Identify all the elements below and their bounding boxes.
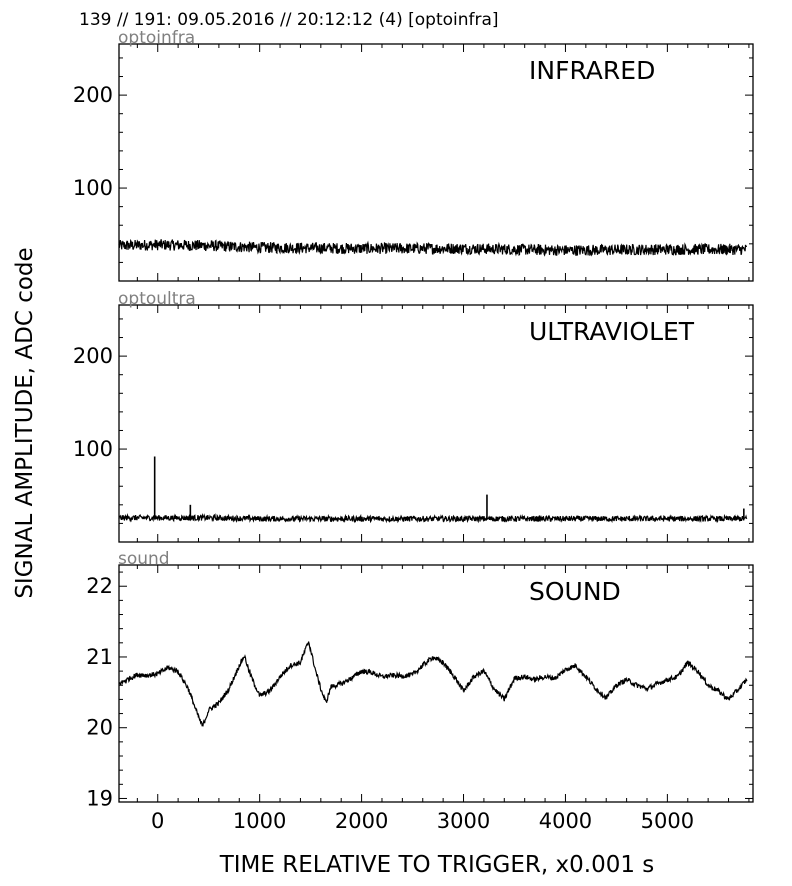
plot-frame <box>118 564 754 803</box>
x-axis-label: TIME RELATIVE TO TRIGGER, x0.001 s <box>219 852 655 878</box>
panel-sound: 19 20 21 22 0 1000 2000 3000 4000 5000 SOUND sound <box>86 549 754 833</box>
y-tick-label: 22 <box>86 574 113 598</box>
panels: 100200INFRAREDoptoinfra100200ULTRAVIOLET… <box>73 28 754 833</box>
x-tick-label: 2000 <box>335 809 388 833</box>
panel-title: SOUND <box>529 577 621 606</box>
y-tick-label: 21 <box>86 645 113 669</box>
plot-frame <box>118 43 754 282</box>
y-axis-label: SIGNAL AMPLITUDE, ADC code <box>12 247 38 598</box>
x-tick-label: 5000 <box>641 809 694 833</box>
panel-source-label: optoultra <box>118 289 196 309</box>
y-tick-label: 200 <box>73 83 113 107</box>
signal-trace <box>118 512 748 524</box>
y-tick-label: 19 <box>86 786 113 810</box>
x-tick-label: 1000 <box>233 809 286 833</box>
y-tick-label: 100 <box>73 437 113 461</box>
y-tick-label: 100 <box>73 176 113 200</box>
x-tick-label: 3000 <box>437 809 490 833</box>
panel-optoinfra: 100 200 INFRARED optoinfra <box>73 28 754 282</box>
figure-header: 139 // 191: 09.05.2016 // 20:12:12 (4) [… <box>79 10 499 30</box>
signal-trace <box>118 238 748 257</box>
plot-frame <box>118 304 754 543</box>
signal-trace <box>118 640 748 727</box>
panel-source-label: sound <box>118 549 170 569</box>
panel-optoultra: 100 200 ULTRAVIOLET optoultra <box>73 289 754 543</box>
panel-title: INFRARED <box>529 56 655 85</box>
panel-source-label: optoinfra <box>118 28 195 48</box>
x-tick-label: 4000 <box>539 809 592 833</box>
x-tick-label: 0 <box>151 809 164 833</box>
y-tick-label: 20 <box>86 716 113 740</box>
panel-title: ULTRAVIOLET <box>529 317 695 346</box>
y-tick-label: 200 <box>73 344 113 368</box>
